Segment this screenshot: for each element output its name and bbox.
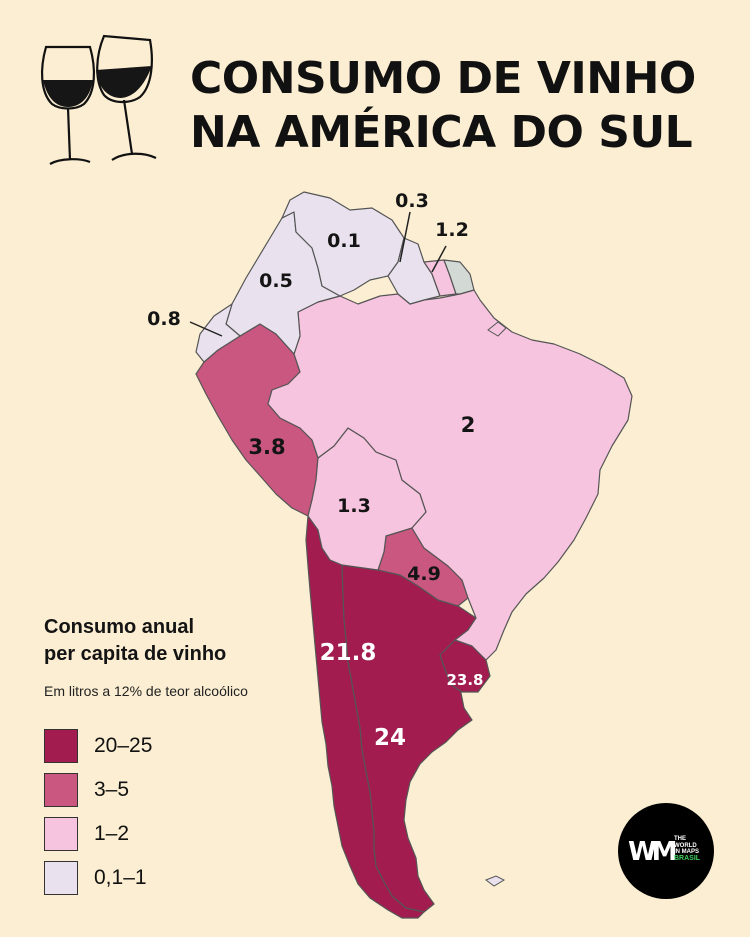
logo-mark-icon: WM (628, 837, 678, 867)
islands (484, 321, 507, 887)
legend-label: 20–25 (94, 734, 153, 757)
legend-title: Consumo anual per capita de vinho (44, 614, 226, 668)
logo-line-3: IN MAPS (674, 849, 700, 855)
label-argentina: 24 (374, 725, 406, 751)
label-french-guiana: 1.2 (435, 219, 469, 241)
label-brazil: 2 (461, 413, 476, 437)
legend-title-line-1: Consumo anual (44, 616, 195, 638)
legend-swatch (44, 729, 78, 763)
chile-region (305, 515, 425, 919)
legend-subtitle: Em litros a 12% de teor alcoólico (44, 683, 248, 699)
label-colombia: 0.5 (259, 270, 293, 292)
legend-label: 1–2 (94, 822, 130, 845)
title-line-1: CONSUMO DE VINHO (190, 53, 696, 104)
logo-line-1: THE (674, 836, 686, 842)
logo-text: THE WORLD IN MAPS BRASIL (674, 836, 700, 862)
label-uruguay: 23.8 (446, 671, 483, 689)
legend-item: 0,1–1 (44, 856, 152, 900)
legend-label: 0,1–1 (94, 866, 147, 889)
logo-line-2: WORLD (674, 842, 697, 849)
ecuador-region (195, 303, 241, 363)
label-guyana-suriname: 0.3 (395, 190, 429, 212)
legend-item: 20–25 (44, 724, 152, 768)
label-bolivia: 1.3 (337, 495, 371, 517)
legend-label: 3–5 (94, 778, 130, 801)
legend-item: 3–5 (44, 768, 152, 812)
legend-item: 1–2 (44, 812, 152, 856)
leader-lines (189, 211, 447, 337)
french-guiana-region (423, 259, 475, 297)
label-ecuador: 0.8 (147, 308, 181, 330)
wine-glasses-icon (40, 34, 157, 165)
legend-swatch (44, 861, 78, 895)
page-title: CONSUMO DE VINHO NA AMÉRICA DO SUL (190, 52, 696, 160)
legend-title-line-2: per capita de vinho (44, 643, 227, 665)
label-chile: 21.8 (320, 640, 377, 666)
legend: 20–25 3–5 1–2 0,1–1 (44, 724, 152, 900)
label-paraguay: 4.9 (407, 563, 441, 585)
legend-swatch (44, 773, 78, 807)
title-line-2: NA AMÉRICA DO SUL (190, 107, 693, 158)
legend-swatch (44, 817, 78, 851)
brand-logo: WM THE WORLD IN MAPS BRASIL (618, 803, 714, 899)
brazil-region (267, 289, 633, 661)
logo-line-4: BRASIL (674, 854, 701, 862)
label-venezuela: 0.1 (327, 230, 361, 252)
label-peru: 3.8 (248, 435, 285, 459)
